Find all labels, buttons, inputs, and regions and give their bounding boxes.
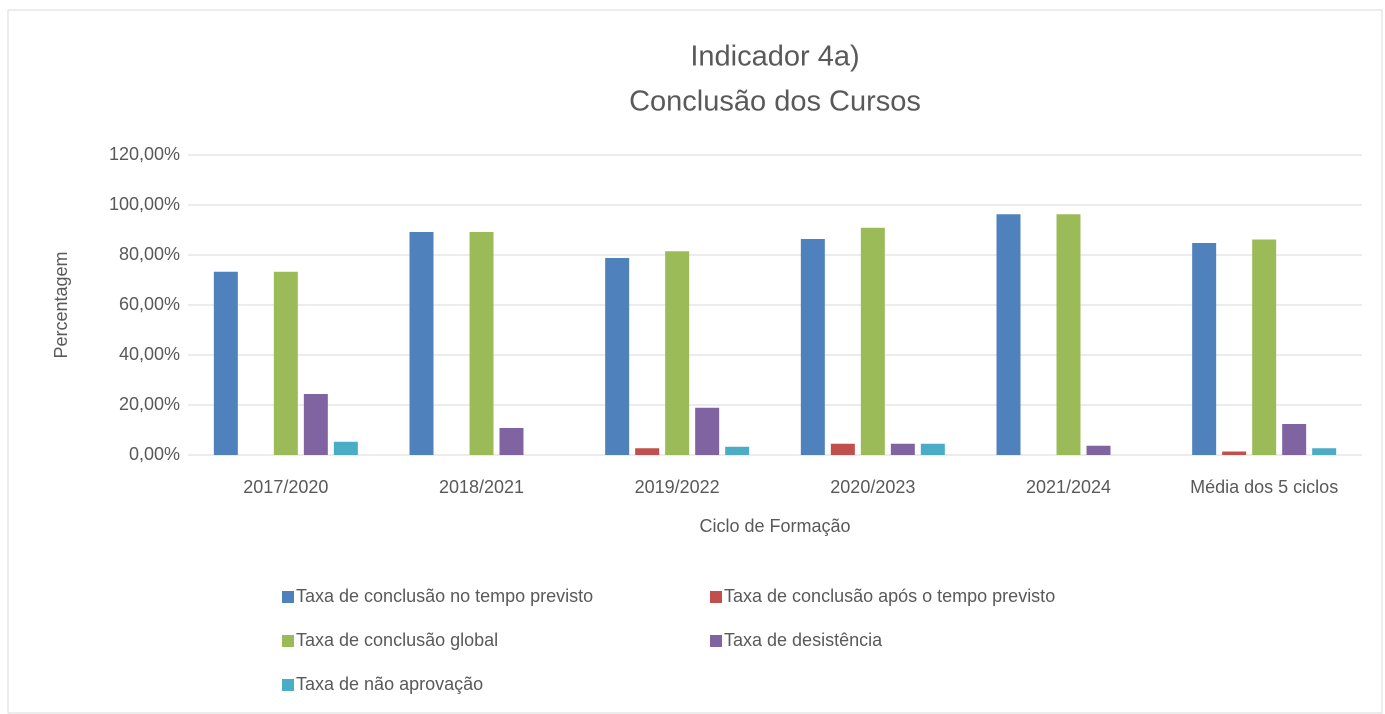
- bar: [635, 448, 660, 455]
- legend-label: Taxa de conclusão global: [296, 630, 498, 650]
- y-tick-label: 100,00%: [109, 194, 180, 214]
- bar: [469, 232, 494, 455]
- bar: [890, 443, 915, 455]
- bar: [800, 239, 825, 455]
- x-tick-label: Média dos 5 ciclos: [1190, 477, 1338, 497]
- bar: [860, 227, 885, 455]
- bar: [273, 271, 298, 455]
- legend-swatch: [282, 591, 294, 603]
- bar: [409, 232, 434, 455]
- bar: [499, 428, 524, 455]
- y-tick-label: 0,00%: [129, 444, 180, 464]
- x-tick-label: 2021/2024: [1026, 477, 1111, 497]
- legend-label: Taxa de conclusão após o tempo previsto: [724, 586, 1055, 606]
- x-tick-label: 2017/2020: [243, 477, 328, 497]
- bar: [213, 271, 238, 455]
- y-tick-label: 40,00%: [119, 344, 180, 364]
- chart-subtitle: Conclusão dos Cursos: [629, 86, 921, 118]
- x-tick-label: 2019/2022: [635, 477, 720, 497]
- x-axis-title: Ciclo de Formação: [699, 516, 850, 536]
- bar: [1192, 243, 1217, 455]
- bar: [920, 443, 945, 455]
- bar: [695, 407, 720, 455]
- chart-title: Indicador 4a): [690, 41, 859, 73]
- y-tick-label: 60,00%: [119, 294, 180, 314]
- x-tick-label: 2018/2021: [439, 477, 524, 497]
- bar: [1282, 424, 1307, 455]
- x-tick-label: 2020/2023: [830, 477, 915, 497]
- y-axis-title: Percentagem: [51, 251, 71, 358]
- y-tick-label: 20,00%: [119, 394, 180, 414]
- bar: [333, 441, 358, 455]
- legend-swatch: [710, 635, 722, 647]
- legend-swatch: [710, 591, 722, 603]
- bar: [996, 214, 1021, 455]
- bar: [605, 258, 630, 455]
- bar: [1252, 239, 1277, 455]
- bar: [1222, 451, 1247, 455]
- bar: [1056, 214, 1081, 455]
- legend-swatch: [282, 635, 294, 647]
- bar: [725, 446, 750, 455]
- y-tick-label: 80,00%: [119, 244, 180, 264]
- bar: [303, 394, 328, 455]
- bar: [830, 443, 855, 455]
- y-tick-label: 120,00%: [109, 144, 180, 164]
- bar: [1086, 445, 1111, 455]
- bar: [665, 251, 690, 455]
- bar: [1312, 448, 1337, 455]
- legend-label: Taxa de não aprovação: [296, 674, 483, 694]
- legend-label: Taxa de conclusão no tempo previsto: [296, 586, 593, 606]
- legend-label: Taxa de desistência: [724, 630, 883, 650]
- legend-swatch: [282, 679, 294, 691]
